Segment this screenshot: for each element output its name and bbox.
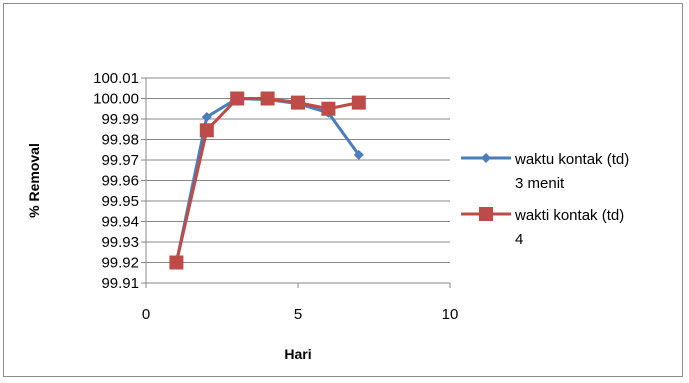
- square-marker: [321, 101, 336, 116]
- square-marker: [199, 123, 214, 138]
- y-tick-label: 100.01: [93, 70, 139, 87]
- legend-label: waktu kontak (td): [514, 151, 629, 168]
- square-marker: [291, 95, 305, 110]
- diamond-marker: [481, 153, 491, 163]
- y-tick-label: 99.99: [101, 111, 139, 128]
- y-tick-label: 99.93: [101, 234, 139, 251]
- x-tick-label: 5: [294, 306, 302, 323]
- x-tick-label: 10: [442, 306, 459, 323]
- square-marker: [351, 95, 366, 110]
- square-marker: [169, 255, 184, 270]
- series-2: [169, 91, 366, 270]
- legend-label: wakti kontak (td): [514, 207, 624, 224]
- square-marker: [479, 207, 493, 221]
- y-tick-label: 100.00: [93, 91, 139, 108]
- y-tick-label: 99.98: [101, 132, 139, 149]
- legend: waktu kontak (td) 3 menit wakti kontak (td…: [461, 151, 629, 248]
- series-layer: [169, 91, 366, 270]
- y-axis-title: % Removal: [26, 143, 42, 218]
- legend-label: 4: [515, 231, 523, 248]
- y-tick-label: 99.92: [101, 255, 139, 272]
- x-axis-title: Hari: [284, 346, 311, 362]
- axes: 99.91 99.92 99.93 99.94 99.95 99.96 99.97 99.98…: [93, 70, 458, 323]
- legend-item: wakti kontak (td) 4: [461, 207, 624, 248]
- diamond-marker: [353, 149, 364, 160]
- y-tick-label: 99.97: [101, 152, 139, 169]
- legend-item: waktu kontak (td) 3 menit: [461, 151, 629, 192]
- y-tick-label: 99.96: [101, 173, 139, 190]
- square-marker: [230, 91, 245, 106]
- legend-label: 3 menit: [515, 175, 565, 192]
- y-tick-label: 99.94: [101, 214, 139, 231]
- diamond-marker: [201, 111, 212, 122]
- y-tick-label: 99.91: [101, 275, 139, 292]
- y-tick-label: 99.95: [101, 193, 139, 210]
- x-tick-label: 0: [142, 306, 150, 323]
- square-marker: [260, 91, 275, 106]
- chart-frame: [3, 3, 683, 377]
